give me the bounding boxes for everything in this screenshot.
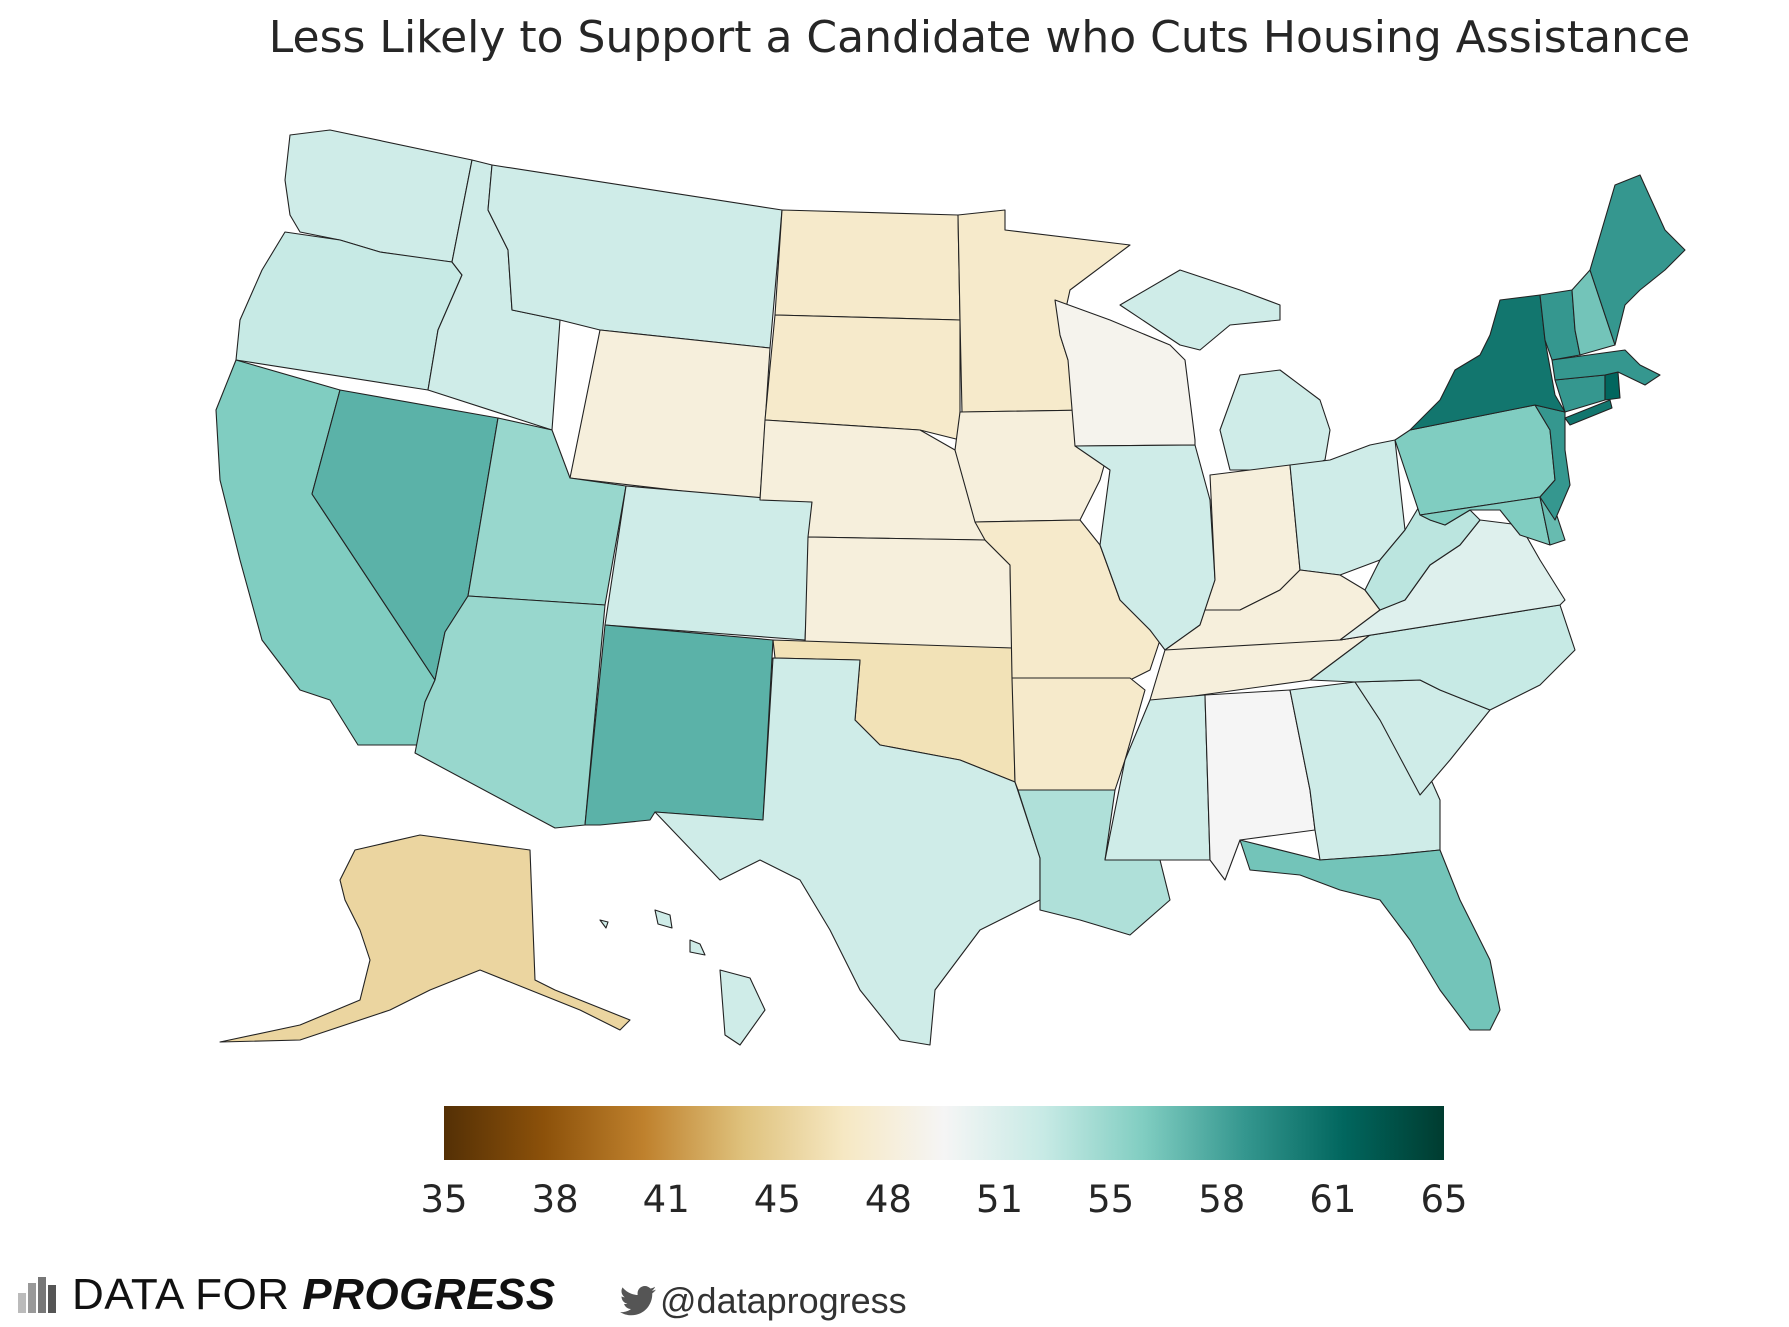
- state-ma: MA: 59: [1551, 349, 1661, 386]
- state-hi: HI: 52.5: [599, 909, 766, 1046]
- colorbar-tick-label: 41: [642, 1178, 690, 1221]
- colorbar-gradient: [444, 1106, 1444, 1160]
- colorbar-tick-label: 61: [1309, 1178, 1357, 1221]
- state-ks: KS: 48.5: [804, 536, 1013, 649]
- state-sd: SD: 47.5: [764, 314, 961, 441]
- twitter-handle-link[interactable]: @dataprogress: [620, 1280, 907, 1322]
- state-tx: TX: 52.5: [654, 657, 1041, 1046]
- state-fl: FL: 56.5: [1239, 839, 1501, 1031]
- state-nh: NH: 56.5: [1571, 269, 1616, 356]
- colorbar: [444, 1106, 1444, 1160]
- colorbar-tick-label: 55: [1087, 1178, 1135, 1221]
- brand-prefix: DATA FOR: [72, 1270, 303, 1319]
- colorbar-ticks: 35 38 41 45 48 51 55 58 61 65: [420, 1178, 1467, 1228]
- bar-chart-logo-icon: [18, 1277, 58, 1313]
- state-nd: ND: 47.5: [774, 209, 961, 321]
- us-choropleth-map: WA: 52.5OR: 53CA: 56ID: 52.5NV: 57.5MT: …: [215, 129, 1686, 1046]
- state-nc: NC: 53: [1309, 604, 1576, 711]
- colorbar-tick-label: 48: [864, 1178, 912, 1221]
- state-ak: AK: 45.5: [219, 834, 631, 1043]
- colorbar-tick-label: 35: [420, 1178, 468, 1221]
- state-me: ME: 59: [1589, 174, 1686, 346]
- colorbar-tick-label: 45: [753, 1178, 801, 1221]
- colorbar-tick-label: 58: [1198, 1178, 1246, 1221]
- state-wi: WI: 49.5: [1054, 299, 1196, 447]
- state-az: AZ: 55: [414, 595, 606, 829]
- colorbar-tick-label: 38: [531, 1178, 579, 1221]
- state-wy: WY: 48.5: [569, 329, 771, 501]
- state-co: CO: 52.5: [604, 485, 813, 641]
- data-for-progress-logo: DATA FOR PROGRESS: [18, 1270, 556, 1320]
- brand-bold: PROGRESS: [302, 1270, 556, 1319]
- state-la: LA: 54: [1017, 789, 1171, 936]
- colorbar-tick-label: 65: [1420, 1178, 1468, 1221]
- state-ri: RI: 62: [1604, 371, 1621, 401]
- state-ar: AR: 47.5: [1011, 677, 1146, 791]
- state-mt: MT: 52.5: [487, 164, 783, 349]
- state-nm: NM: 57.5: [584, 624, 774, 826]
- state-ny: NY: 61: [1409, 294, 1613, 431]
- state-mi: MI: 52.5: [1119, 269, 1331, 471]
- state-nj: NJ: 59: [1534, 404, 1571, 521]
- twitter-bird-icon: [620, 1286, 656, 1316]
- twitter-handle: @dataprogress: [660, 1280, 907, 1321]
- state-mo: MO: 47.5: [974, 519, 1161, 681]
- chart-title: Less Likely to Support a Candidate who C…: [268, 12, 1691, 63]
- colorbar-tick-label: 51: [976, 1178, 1024, 1221]
